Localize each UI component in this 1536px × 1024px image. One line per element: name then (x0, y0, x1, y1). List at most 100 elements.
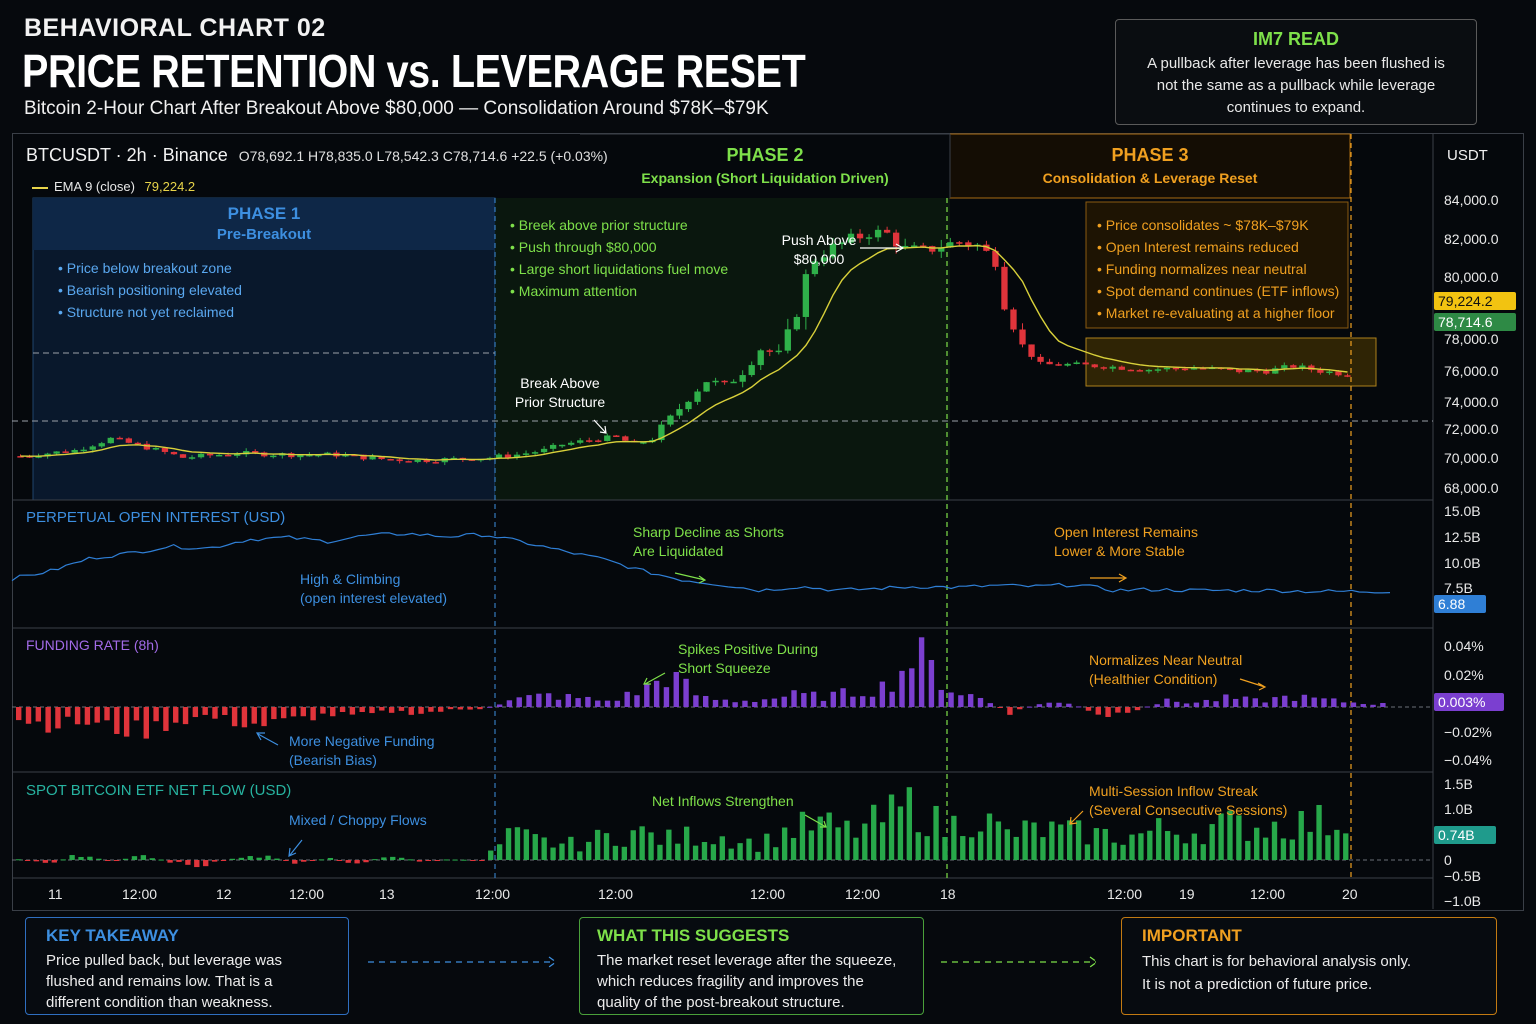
phase2-subtitle: Expansion (Short Liquidation Driven) (641, 170, 889, 186)
funding-bar (438, 707, 444, 712)
etf-bar (710, 844, 717, 860)
funding-bar (349, 707, 356, 715)
time-tick: 13 (379, 886, 395, 902)
etf-bar (292, 860, 298, 864)
candle-body (1127, 369, 1134, 372)
funding-bar (1026, 706, 1033, 708)
candle-body (1136, 370, 1144, 372)
time-tick: 19 (1179, 886, 1195, 902)
currency-label: USDT (1447, 147, 1488, 164)
etf-bar (1049, 821, 1055, 860)
etf-bar (416, 860, 423, 862)
arrow-etf-inflows (804, 814, 827, 828)
funding-bar (133, 707, 140, 721)
funding-bar (1134, 707, 1141, 711)
key-takeaway-title: KEY TAKEAWAY (46, 926, 179, 945)
funding-bar (1301, 694, 1308, 707)
candle-body (62, 451, 69, 453)
etf-bar (755, 851, 761, 860)
candle-body (947, 242, 954, 248)
candle-body (179, 454, 187, 458)
etf-bar (185, 860, 191, 865)
funding-bar (1272, 697, 1278, 707)
etf-bar (1316, 804, 1322, 860)
list-item: Funding normalizes near neutral (1097, 258, 1339, 280)
etf-bar (586, 841, 592, 860)
candle-body (1001, 266, 1008, 310)
candle-body (1299, 365, 1306, 368)
funding-bar (143, 707, 149, 739)
candle-body (170, 451, 178, 455)
funding-bar (271, 707, 277, 720)
etf-annotation-inflows: Net Inflows Strengthen (652, 793, 794, 809)
list-item: Large short liquidations fuel move (510, 258, 728, 280)
candle-body (577, 440, 584, 443)
funding-bar (663, 687, 670, 707)
funding-bar (173, 707, 179, 723)
phase2-title: PHASE 2 (726, 145, 804, 165)
etf-bar (488, 850, 494, 860)
candle-body (188, 457, 196, 459)
funding-bar (310, 707, 316, 721)
candle-body (1326, 371, 1333, 374)
arrow-break-above (593, 419, 607, 434)
funding-bar (1311, 697, 1317, 707)
candle-body (396, 459, 403, 462)
etf-tick: 1.0B (1444, 801, 1473, 817)
etf-bar (1307, 831, 1313, 860)
candle-body (676, 409, 683, 416)
candle-body (784, 329, 791, 351)
etf-bar (684, 826, 690, 860)
etf-bar (612, 845, 619, 860)
etf-bar (799, 811, 806, 860)
funding-bar (94, 707, 100, 723)
funding-bar (1291, 700, 1298, 707)
funding-bar (722, 699, 729, 707)
funding-bar (1203, 699, 1209, 707)
funding-bar (761, 699, 768, 707)
etf-bar (924, 836, 930, 860)
funding-bar (1232, 698, 1239, 707)
etf-bar (951, 815, 957, 860)
oi-tick: 12.5B (1444, 529, 1481, 545)
etf-bar (666, 829, 672, 860)
etf-bar (220, 860, 227, 861)
etf-tick: 0 (1444, 852, 1452, 868)
funding-bar (889, 691, 895, 707)
candle-body (1010, 309, 1017, 330)
etf-bar (372, 859, 378, 861)
funding-bar (1046, 702, 1052, 707)
etf-bar (986, 813, 993, 860)
phase2-header: PHASE 2 Expansion (Short Liquidation Dri… (580, 145, 950, 186)
candle-body (152, 447, 160, 450)
funding-bar (958, 695, 964, 707)
candle-body (35, 456, 42, 458)
etf-bar (790, 837, 797, 860)
candle-body (757, 350, 764, 366)
etf-bar (229, 858, 236, 860)
funding-bar (928, 659, 935, 707)
etf-bar (301, 860, 307, 862)
etf-bar (505, 828, 512, 860)
etf-flow-series (16, 787, 1349, 868)
etf-bar (1093, 828, 1100, 860)
etf-bar (16, 859, 22, 861)
etf-bar (238, 857, 245, 860)
funding-bar (330, 707, 336, 717)
phase3-subtitle: Consolidation & Leverage Reset (1042, 170, 1258, 186)
funding-bar (45, 707, 51, 733)
funding-bar (290, 707, 297, 717)
funding-bar (840, 688, 846, 707)
ema-legend: EMA 9 (close) 79,224.2 (32, 179, 195, 194)
etf-bar (817, 816, 823, 860)
candle-body (766, 350, 773, 352)
oi-tick: 10.0B (1444, 555, 1481, 571)
funding-bar (212, 707, 218, 719)
candle-body (730, 381, 737, 384)
candle-body (351, 454, 358, 457)
candle-body (1236, 368, 1243, 373)
etf-bar (1138, 833, 1144, 860)
funding-bar (555, 699, 562, 707)
etf-bar (1182, 843, 1189, 860)
candle-body (387, 459, 394, 461)
